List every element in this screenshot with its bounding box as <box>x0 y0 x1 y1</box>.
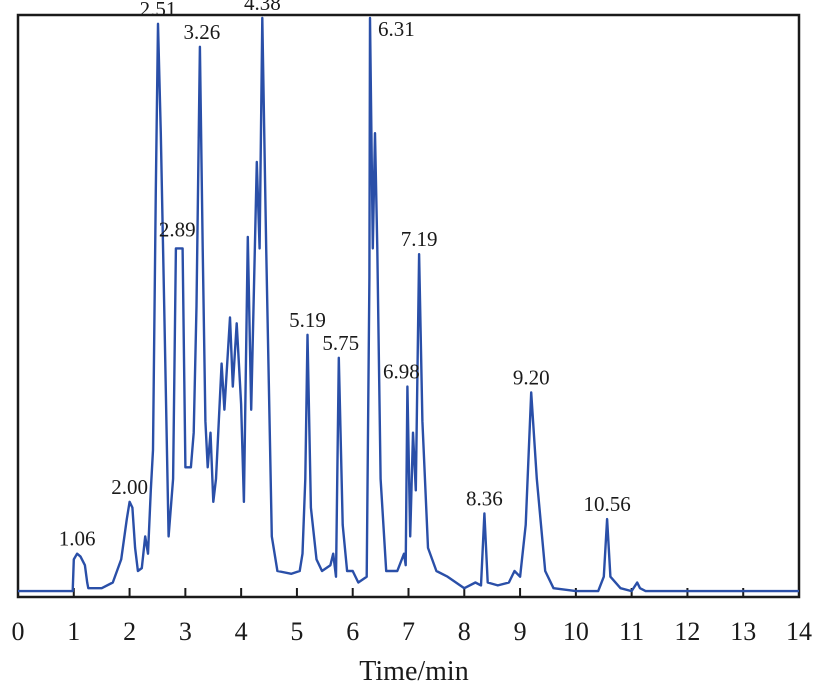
x-axis-title: Time/min <box>359 656 468 687</box>
peak-label: 3.26 <box>183 20 220 44</box>
peak-label: 10.56 <box>583 492 630 516</box>
x-axis-tick-labels: 0 1 2 3 4 5 6 7 8 9 10 11 12 13 14 <box>12 617 813 646</box>
x-tick-label: 6 <box>346 617 359 646</box>
x-tick-label: 11 <box>619 617 644 646</box>
x-tick-label: 0 <box>12 617 25 646</box>
peak-label: 6.31 <box>378 17 415 41</box>
plot-frame <box>16 13 801 599</box>
x-tick-label: 13 <box>730 617 756 646</box>
peak-label: 2.00 <box>111 475 148 499</box>
peak-label: 9.20 <box>513 365 550 389</box>
peak-label: 2.89 <box>159 217 196 241</box>
peak-label: 2.51 <box>140 0 177 21</box>
x-tick-label: 9 <box>514 617 527 646</box>
x-tick-label: 2 <box>123 617 136 646</box>
x-tick-label: 1 <box>67 617 80 646</box>
peak-label: 6.98 <box>383 360 420 384</box>
peak-label: 5.19 <box>289 308 326 332</box>
x-tick-label: 12 <box>674 617 700 646</box>
chromatogram-line <box>18 16 799 593</box>
x-tick-label: 3 <box>179 617 192 646</box>
peak-label: 5.75 <box>322 331 359 355</box>
x-tick-label: 4 <box>235 617 248 646</box>
peak-label: 8.36 <box>466 486 503 510</box>
peak-label: 7.19 <box>401 227 438 251</box>
x-tick-label: 8 <box>458 617 471 646</box>
x-tick-label: 10 <box>563 617 589 646</box>
x-tick-label: 7 <box>402 617 415 646</box>
x-tick-label: 14 <box>786 617 812 646</box>
x-axis-ticks <box>17 588 800 597</box>
peak-label: 1.06 <box>59 527 96 551</box>
peak-labels: 1.06 2.00 2.51 2.89 3.26 4.38 5.195.75 6.31 6.98… <box>59 0 631 551</box>
peak-label: 4.38 <box>244 0 281 15</box>
x-tick-label: 5 <box>290 617 303 646</box>
